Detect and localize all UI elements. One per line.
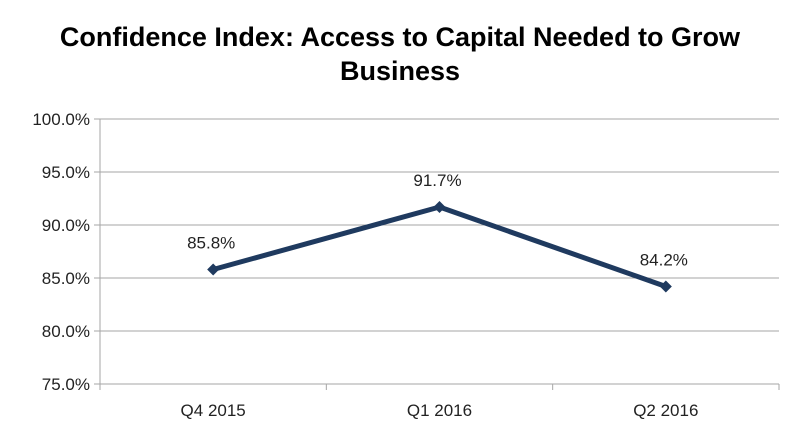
data-label: 84.2% bbox=[640, 250, 688, 269]
x-tick-label: Q2 2016 bbox=[633, 401, 698, 420]
data-label: 91.7% bbox=[413, 171, 461, 190]
x-tick-label: Q1 2016 bbox=[407, 401, 472, 420]
y-tick-label: 75.0% bbox=[42, 375, 90, 394]
y-tick-label: 100.0% bbox=[32, 110, 90, 129]
x-tick-label: Q4 2015 bbox=[181, 401, 246, 420]
data-label: 85.8% bbox=[187, 234, 235, 253]
chart-title: Confidence Index: Access to Capital Need… bbox=[59, 22, 741, 86]
y-tick-label: 80.0% bbox=[42, 322, 90, 341]
data-point-marker bbox=[659, 280, 672, 293]
data-point-marker bbox=[433, 200, 446, 213]
y-tick-label: 95.0% bbox=[42, 163, 90, 182]
y-tick-label: 90.0% bbox=[42, 216, 90, 235]
y-tick-label: 85.0% bbox=[42, 269, 90, 288]
data-point-marker bbox=[207, 263, 220, 276]
series-line bbox=[212, 204, 667, 289]
